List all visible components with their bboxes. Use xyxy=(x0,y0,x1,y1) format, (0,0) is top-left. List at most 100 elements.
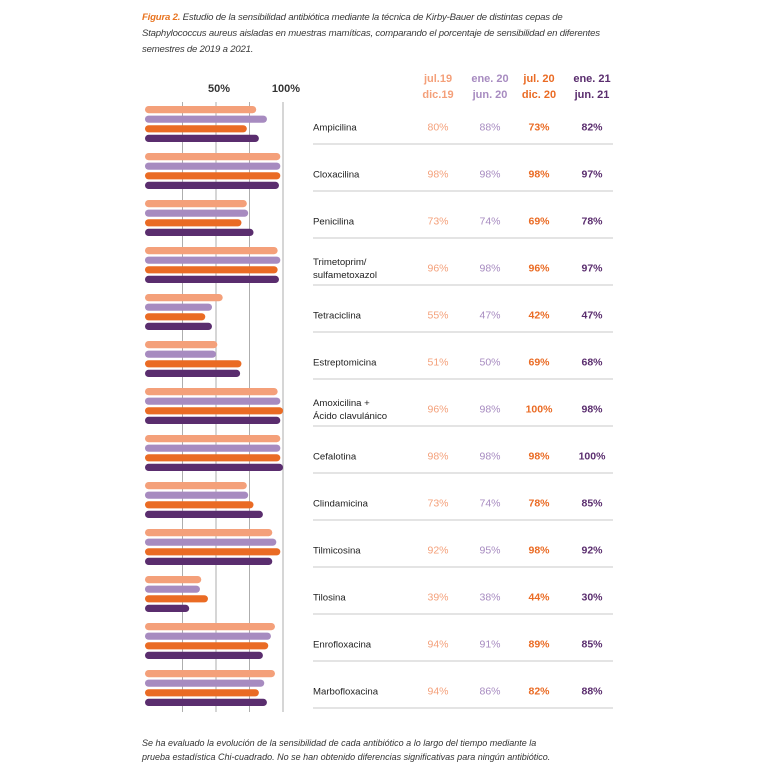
row-label: Cefalotina xyxy=(313,452,357,463)
bar xyxy=(145,529,273,537)
bar xyxy=(145,360,242,368)
row-label: Marbofloxacina xyxy=(313,687,379,698)
bar xyxy=(145,444,281,452)
figure-label: Figura 2. xyxy=(142,12,181,23)
bar xyxy=(145,510,263,518)
value-label: 68% xyxy=(581,357,603,369)
figure-caption: Figura 2. Estudio de la sensibilidad ant… xyxy=(142,10,612,58)
bar xyxy=(145,322,212,330)
bar xyxy=(145,595,208,603)
footnote-line-2: prueba estadística Chi-cuadrado. No se h… xyxy=(142,752,551,762)
column-header: jun. 21 xyxy=(574,89,610,101)
column-header: jul.19 xyxy=(423,73,452,85)
bar xyxy=(145,313,206,321)
bar xyxy=(145,209,249,217)
bar xyxy=(145,557,273,565)
value-label: 91% xyxy=(479,639,500,651)
bar xyxy=(145,679,265,687)
bar xyxy=(145,256,281,264)
row-label: sulfametoxazol xyxy=(313,270,377,281)
value-label: 85% xyxy=(581,498,603,510)
value-label: 96% xyxy=(528,263,550,275)
value-label: 98% xyxy=(479,169,500,181)
value-label: 51% xyxy=(427,357,448,369)
bar xyxy=(145,294,223,302)
bar xyxy=(145,247,278,255)
row-label: Estreptomicina xyxy=(313,358,377,369)
value-label: 47% xyxy=(479,310,500,322)
value-label: 96% xyxy=(427,404,448,416)
value-label: 42% xyxy=(528,310,550,322)
bar xyxy=(145,162,281,170)
bar xyxy=(145,463,283,471)
value-label: 55% xyxy=(427,310,448,322)
bar xyxy=(145,604,190,612)
value-label: 69% xyxy=(528,216,550,228)
bar xyxy=(145,134,259,142)
bar xyxy=(145,369,241,377)
value-label: 47% xyxy=(581,310,603,322)
bar xyxy=(145,501,254,509)
footnote: Se ha evaluado la evolución de la sensib… xyxy=(142,736,612,764)
value-label: 82% xyxy=(581,122,603,134)
bar xyxy=(145,172,281,180)
bar xyxy=(145,642,269,650)
bar xyxy=(145,181,279,189)
bar xyxy=(145,416,281,424)
row-label: Amoxicilina + xyxy=(313,398,370,409)
bar xyxy=(145,454,281,462)
value-label: 98% xyxy=(479,263,500,275)
value-label: 97% xyxy=(581,169,603,181)
bar xyxy=(145,548,281,556)
bar xyxy=(145,115,267,123)
column-header: jun. 20 xyxy=(472,89,508,101)
footnote-line-1: Se ha evaluado la evolución de la sensib… xyxy=(142,738,537,748)
caption-text: Estudio de la sensibilidad antibiótica m… xyxy=(142,12,600,55)
bar xyxy=(145,200,247,208)
value-label: 30% xyxy=(581,592,603,604)
value-label: 50% xyxy=(479,357,500,369)
value-label: 98% xyxy=(528,451,550,463)
bar xyxy=(145,632,271,640)
x-tick-label: 100% xyxy=(272,83,300,95)
value-label: 97% xyxy=(581,263,603,275)
bar xyxy=(145,407,283,415)
column-header: dic.19 xyxy=(422,89,453,101)
bar xyxy=(145,303,212,311)
bar xyxy=(145,125,247,133)
value-label: 95% xyxy=(479,545,500,557)
value-label: 100% xyxy=(579,451,607,463)
x-tick-label: 50% xyxy=(208,83,230,95)
value-label: 82% xyxy=(528,686,550,698)
bar xyxy=(145,228,254,236)
value-label: 98% xyxy=(479,451,500,463)
value-label: 98% xyxy=(528,169,550,181)
row-label: Tetraciclina xyxy=(313,311,362,322)
value-label: 86% xyxy=(479,686,500,698)
value-label: 98% xyxy=(427,451,448,463)
bar xyxy=(145,388,278,396)
value-label: 44% xyxy=(528,592,550,604)
value-label: 73% xyxy=(528,122,550,134)
bar xyxy=(145,538,277,546)
value-label: 94% xyxy=(427,686,448,698)
value-label: 73% xyxy=(427,498,448,510)
value-label: 73% xyxy=(427,216,448,228)
value-label: 74% xyxy=(479,216,500,228)
column-header: ene. 20 xyxy=(471,73,508,85)
bar xyxy=(145,350,216,358)
value-label: 78% xyxy=(528,498,550,510)
value-label: 94% xyxy=(427,639,448,651)
bar xyxy=(145,266,278,274)
bar xyxy=(145,341,218,349)
column-header: dic. 20 xyxy=(522,89,556,101)
row-label: Ampicilina xyxy=(313,123,357,134)
bar xyxy=(145,670,275,678)
row-label: Tilmicosina xyxy=(313,546,361,557)
value-label: 92% xyxy=(427,545,448,557)
bar xyxy=(145,153,281,161)
value-label: 89% xyxy=(528,639,550,651)
value-label: 98% xyxy=(427,169,448,181)
value-label: 98% xyxy=(581,404,603,416)
